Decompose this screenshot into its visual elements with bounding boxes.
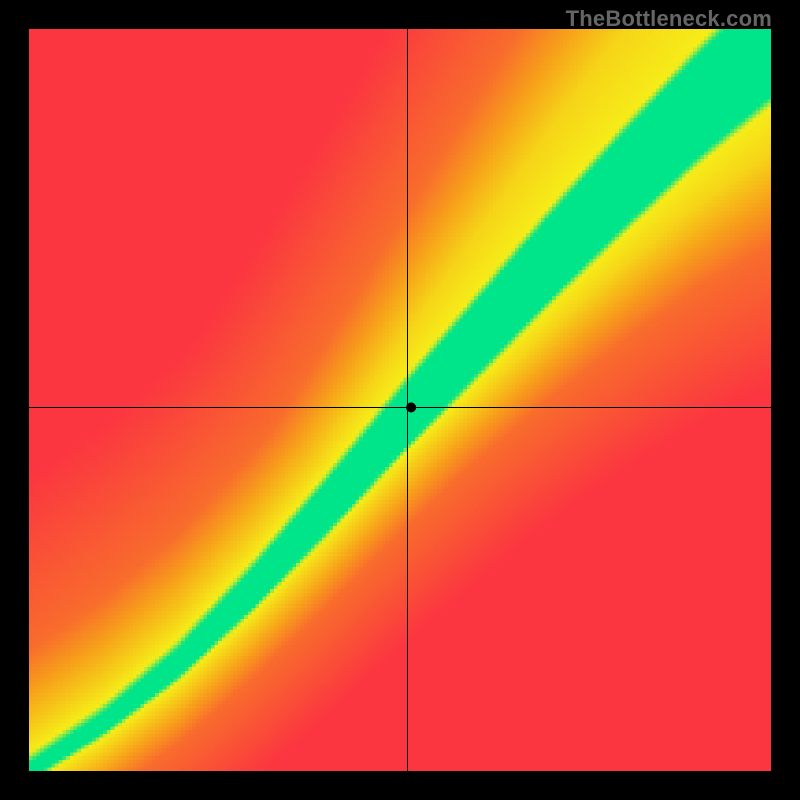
heatmap-overlay [29, 29, 771, 771]
heatmap-plot [29, 29, 771, 771]
chart-container: TheBottleneck.com [0, 0, 800, 800]
